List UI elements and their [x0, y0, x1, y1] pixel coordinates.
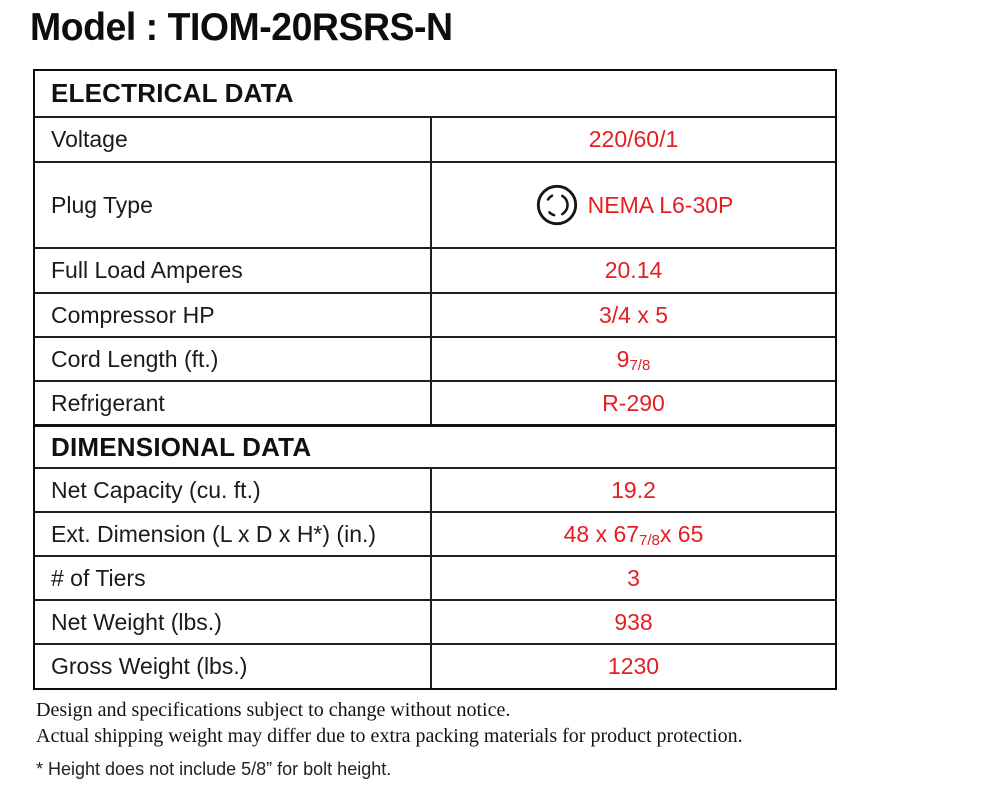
cord-length-fraction: 7/8: [629, 357, 651, 374]
section-header-row-electrical: ELECTRICAL DATA: [35, 71, 835, 116]
full-load-amperes-value: 20.14: [604, 257, 663, 283]
full-load-amperes-label: Full Load Amperes: [35, 249, 432, 292]
net-weight-value: 938: [614, 608, 653, 635]
section-header-row-dimensional: DIMENSIONAL DATA: [35, 424, 835, 467]
section-header-electrical: ELECTRICAL DATA: [51, 78, 294, 108]
row-net-weight: Net Weight (lbs.) 938: [35, 599, 835, 643]
plug-type-text: NEMA L6-30P: [587, 191, 734, 218]
voltage-value: 220/60/1: [588, 126, 679, 152]
net-weight-label: Net Weight (lbs.): [35, 601, 432, 643]
footnote-height-asterisk: * Height does not include 5/8” for bolt …: [36, 759, 392, 779]
footnote-shipping-weight: Actual shipping weight may differ due to…: [36, 725, 743, 747]
plug-type-value: NEMA L6-30P: [432, 163, 835, 247]
ext-dimension-label: Ext. Dimension (L x D x H*) (in.): [35, 513, 432, 555]
row-compressor-hp: Compressor HP 3/4 x 5: [35, 292, 835, 336]
spec-table: ELECTRICAL DATA Voltage 220/60/1 Plug Ty…: [33, 69, 837, 690]
gross-weight-label: Gross Weight (lbs.): [35, 645, 432, 688]
row-tiers: # of Tiers 3: [35, 555, 835, 599]
cord-length-label: Cord Length (ft.): [35, 338, 432, 380]
section-header-dimensional: DIMENSIONAL DATA: [51, 431, 312, 462]
net-capacity-value: 19.2: [611, 476, 656, 503]
ext-dimension-part1: 48 x 67: [563, 520, 640, 547]
row-voltage: Voltage 220/60/1: [35, 116, 835, 161]
gross-weight-value: 1230: [607, 653, 660, 679]
footnotes: Design and specifications subject to cha…: [36, 697, 743, 780]
ext-dimension-part2: x 65: [659, 520, 704, 547]
row-plug-type: Plug Type NEMA L6-30P: [35, 161, 835, 247]
compressor-hp-value: 3/4 x 5: [598, 301, 669, 328]
cord-length-main: 9: [616, 345, 630, 372]
refrigerant-label: Refrigerant: [35, 382, 432, 424]
compressor-hp-label: Compressor HP: [35, 294, 432, 336]
net-capacity-label: Net Capacity (cu. ft.): [35, 469, 432, 511]
row-gross-weight: Gross Weight (lbs.) 1230: [35, 643, 835, 688]
nema-locking-plug-icon: [536, 184, 577, 226]
row-ext-dimension: Ext. Dimension (L x D x H*) (in.) 48 x 6…: [35, 511, 835, 555]
tiers-label: # of Tiers: [35, 557, 432, 599]
row-refrigerant: Refrigerant R-290: [35, 380, 835, 424]
row-full-load-amperes: Full Load Amperes 20.14: [35, 247, 835, 292]
page-title: Model : TIOM-20RSRS-N: [30, 6, 453, 49]
voltage-label: Voltage: [35, 118, 432, 161]
footnote-design-change: Design and specifications subject to cha…: [36, 699, 511, 721]
ext-dimension-value: 48 x 67 7/8 x 65: [432, 513, 835, 555]
refrigerant-value: R-290: [602, 389, 665, 416]
cord-length-value: 9 7/8: [432, 338, 835, 380]
row-net-capacity: Net Capacity (cu. ft.) 19.2: [35, 467, 835, 511]
ext-dimension-fraction: 7/8: [639, 532, 660, 549]
plug-type-label: Plug Type: [35, 163, 432, 247]
tiers-value: 3: [627, 564, 640, 591]
row-cord-length: Cord Length (ft.) 9 7/8: [35, 336, 835, 380]
